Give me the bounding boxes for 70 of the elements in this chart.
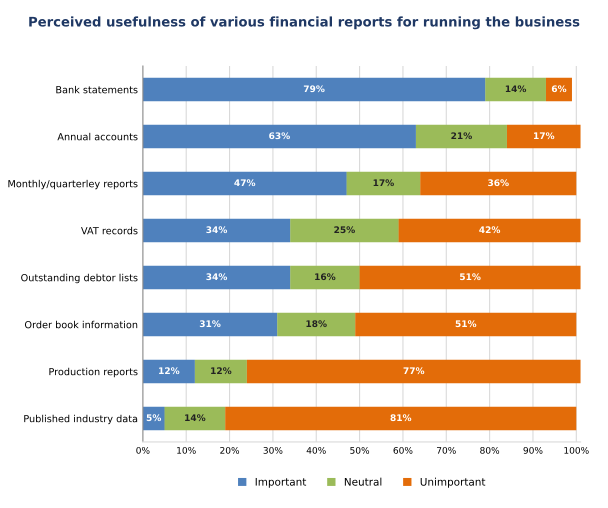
- data-label: 14%: [185, 414, 206, 422]
- data-label: 21%: [451, 132, 472, 140]
- data-label: 77%: [404, 367, 424, 374]
- bar: [142, 360, 195, 384]
- x-tick-label: 20%: [220, 446, 240, 454]
- x-tick-label: 50%: [350, 446, 370, 454]
- x-tick-label: 40%: [306, 446, 326, 454]
- data-label: 5%: [146, 414, 162, 422]
- bar: [355, 312, 576, 336]
- bar: [142, 312, 278, 336]
- y-tick-label: VAT records: [81, 226, 138, 234]
- chart-title: Perceived usefulness of various financial reports for running the business: [29, 16, 580, 30]
- bar: [142, 124, 416, 148]
- bar: [164, 406, 226, 430]
- x-tick-label: 0%: [136, 446, 150, 454]
- x-tick-label: 90%: [524, 446, 542, 454]
- legend-label: Unimportant: [420, 478, 486, 488]
- bar: [277, 312, 356, 336]
- bar: [416, 124, 507, 148]
- data-label: 12%: [159, 367, 180, 374]
- bar: [546, 78, 572, 102]
- bar: [290, 218, 399, 242]
- bar: [290, 266, 360, 290]
- bar: [246, 360, 581, 384]
- bar: [346, 172, 420, 196]
- y-tick-label: Order book information: [24, 320, 138, 328]
- x-tick-label: 60%: [394, 446, 412, 454]
- data-label: 12%: [211, 367, 232, 374]
- bar: [142, 172, 347, 196]
- y-tick-label: Bank statements: [56, 86, 138, 94]
- x-tick-label: 10%: [177, 446, 196, 454]
- data-label: 34%: [206, 273, 228, 280]
- data-label: 36%: [488, 179, 509, 186]
- bar: [420, 172, 576, 196]
- data-label: 63%: [269, 132, 290, 140]
- data-label: 18%: [306, 320, 327, 328]
- bar: [398, 218, 581, 242]
- data-label: 14%: [506, 85, 526, 92]
- x-tick-label: 70%: [436, 446, 456, 454]
- y-tick-label: Published industry data: [24, 414, 138, 424]
- legend-label: Important: [256, 478, 306, 488]
- data-label: 17%: [374, 179, 394, 186]
- data-label: 79%: [304, 85, 325, 92]
- bar: [142, 218, 290, 242]
- y-tick-label: Outstanding debtor lists: [21, 274, 138, 284]
- data-label: 16%: [315, 273, 336, 280]
- bar: [142, 78, 486, 102]
- data-label: 42%: [479, 226, 500, 234]
- data-label: 17%: [534, 132, 554, 140]
- bar: [194, 360, 247, 384]
- data-label: 25%: [334, 226, 355, 234]
- bar: [225, 406, 576, 430]
- data-label: 81%: [390, 414, 412, 422]
- data-label: 31%: [200, 320, 221, 328]
- x-tick-label: 80%: [480, 446, 500, 454]
- bar: [485, 78, 546, 102]
- x-tick-label: 30%: [264, 446, 282, 454]
- x-tick-label: 100%: [564, 446, 589, 454]
- legend-label: Neutral: [344, 478, 382, 486]
- data-label: 6%: [552, 85, 566, 92]
- bar: [142, 266, 290, 290]
- y-tick-label: Monthly/quarterley reports: [8, 180, 138, 190]
- data-label: 47%: [234, 179, 256, 186]
- y-tick-label: Production reports: [49, 368, 138, 378]
- y-tick-label: Annual accounts: [57, 132, 138, 140]
- data-label: 51%: [456, 320, 476, 328]
- bar: [360, 266, 581, 290]
- data-label: 51%: [460, 273, 481, 280]
- data-label: 34%: [206, 226, 228, 234]
- bar: [506, 124, 581, 148]
